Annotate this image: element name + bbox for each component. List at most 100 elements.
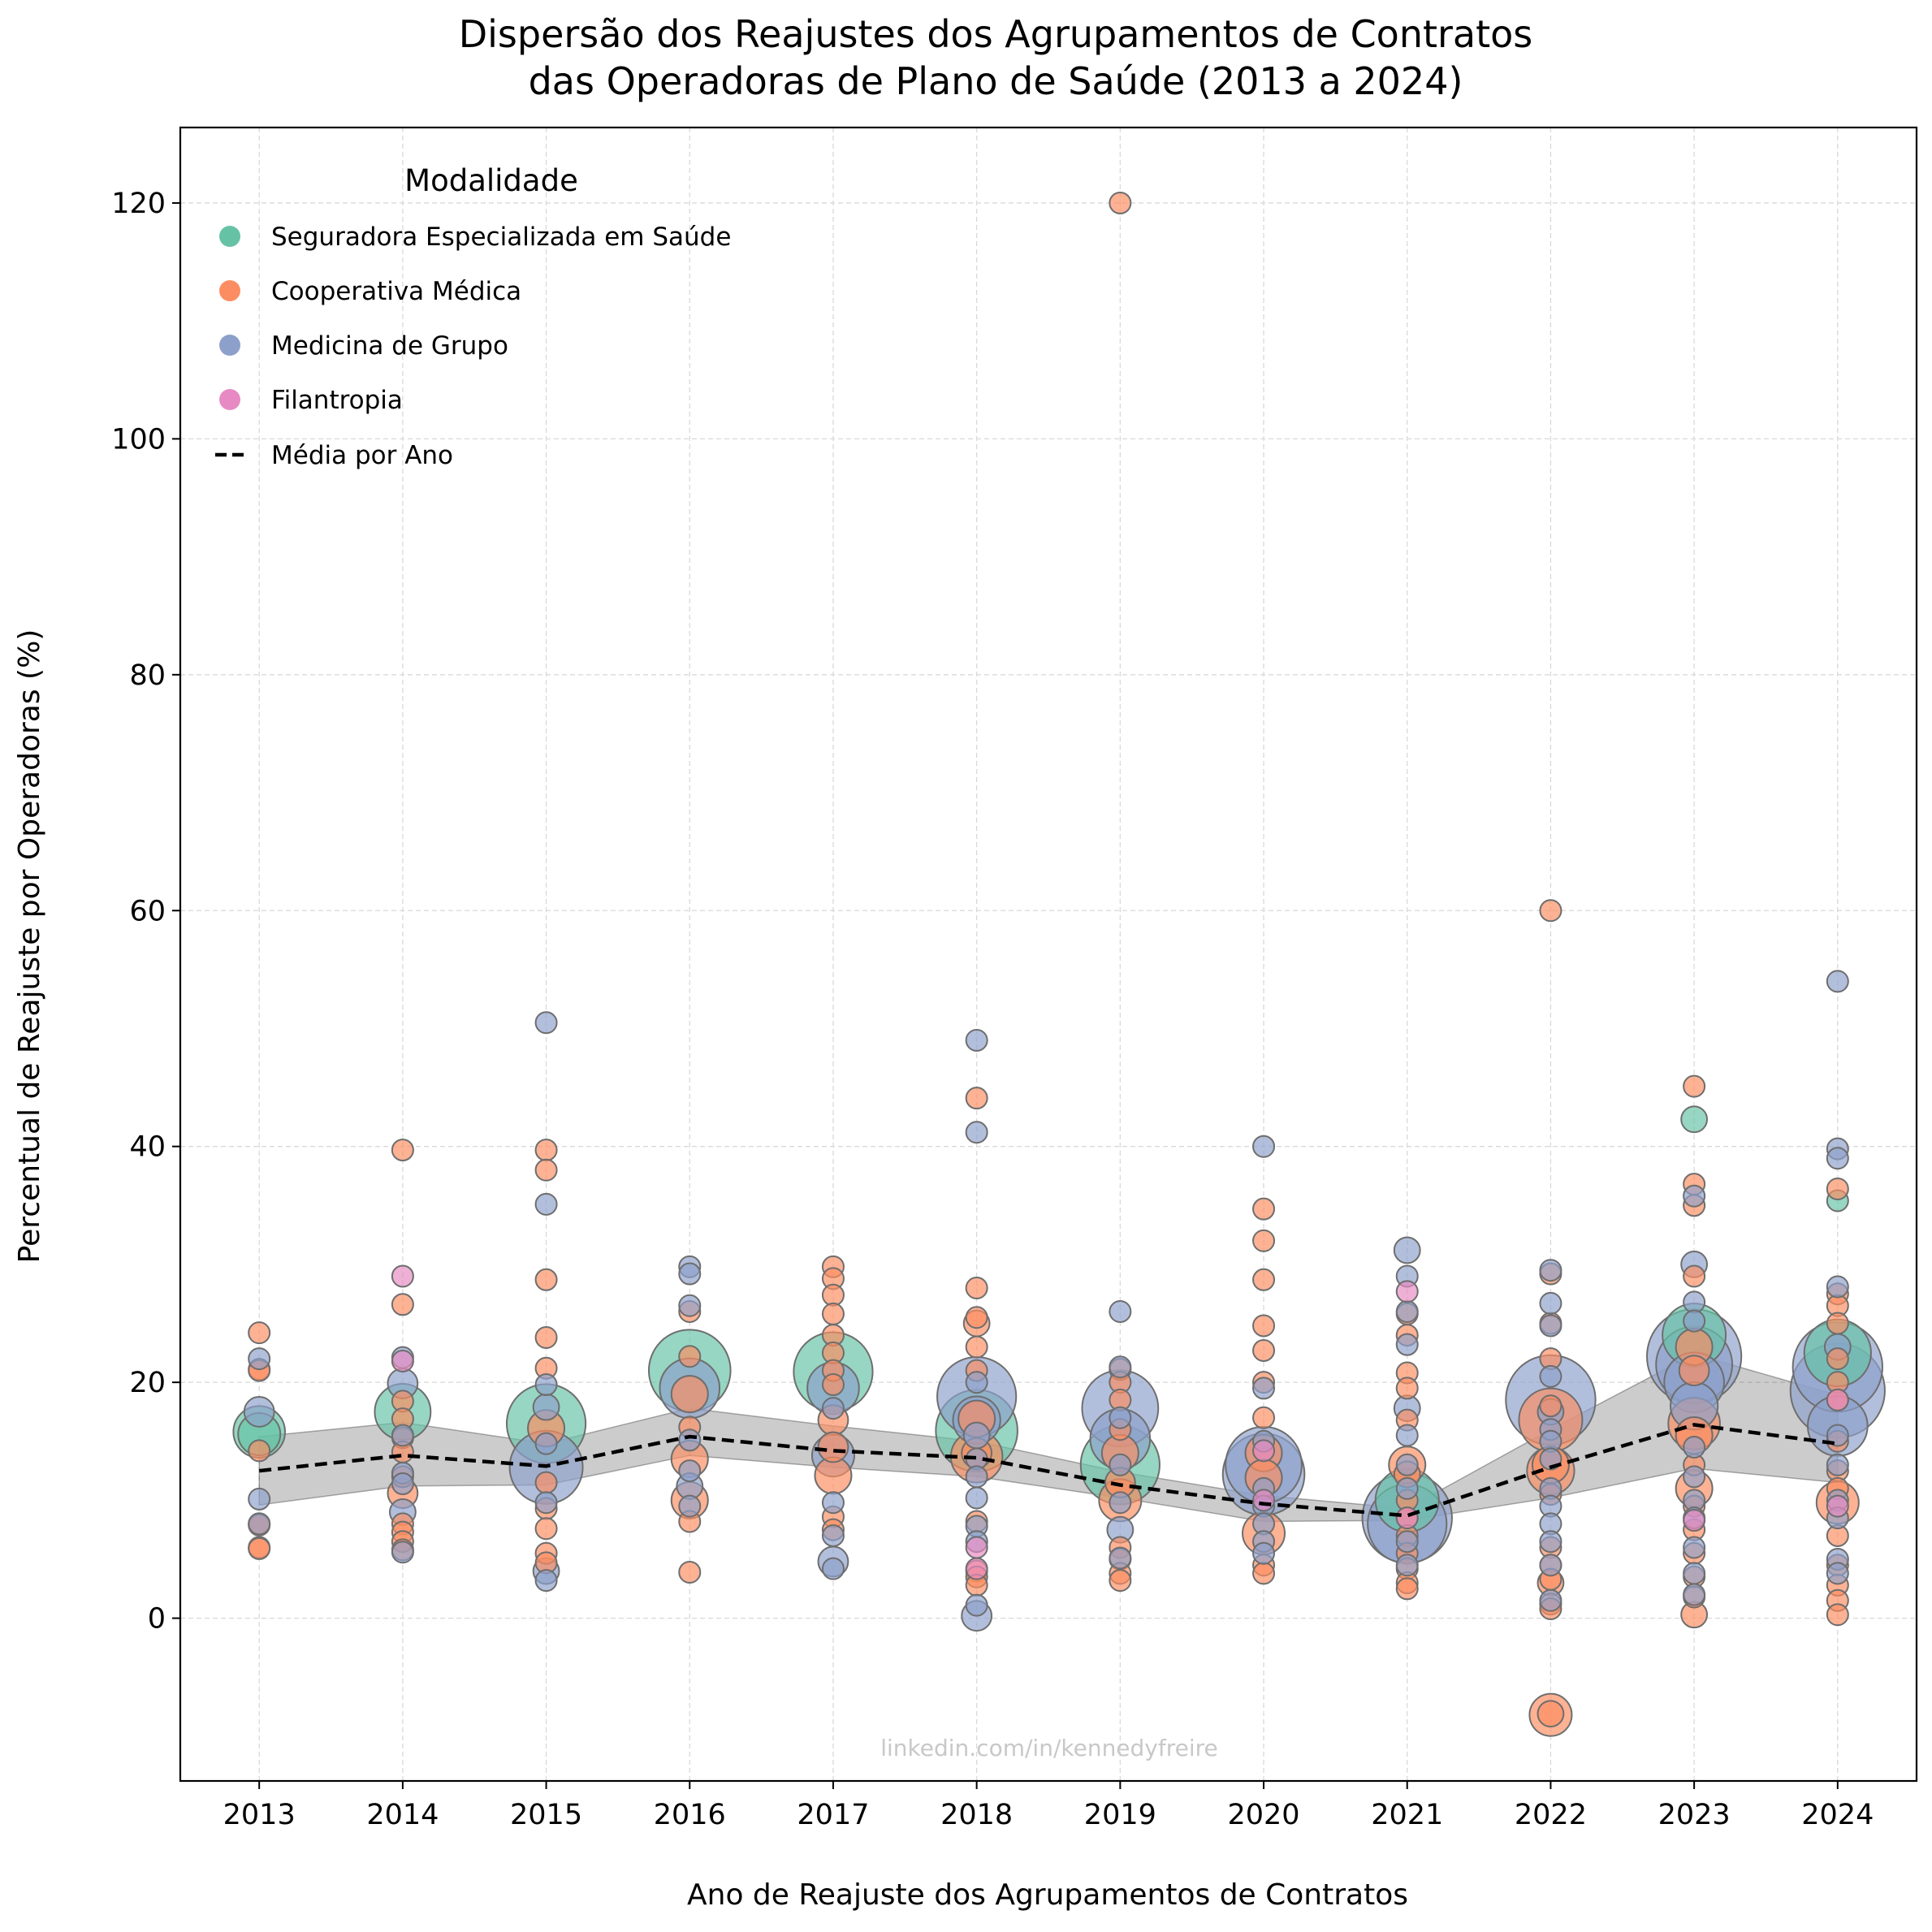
- point-coop: [1395, 1577, 1419, 1601]
- point-med: [391, 1424, 414, 1447]
- watermark: linkedin.com/in/kennedyfreire: [880, 1735, 1218, 1761]
- legend-label-cooperativa: Cooperativa Médica: [271, 277, 521, 306]
- point-fil: [391, 1350, 414, 1373]
- point-med: [534, 1011, 558, 1035]
- x-tick-label: 2015: [510, 1799, 582, 1831]
- point-coop: [1683, 1264, 1706, 1288]
- point-coop: [534, 1325, 558, 1349]
- point-coop: [1109, 1569, 1132, 1593]
- y-tick-label: 100: [111, 423, 166, 456]
- plot-frame: [179, 126, 1918, 1783]
- legend: Modalidade Seguradora Especializada em S…: [215, 163, 731, 470]
- point-med: [1109, 1355, 1132, 1379]
- x-tick-label: 2024: [1801, 1799, 1874, 1831]
- point-med: [1826, 970, 1849, 993]
- point-med: [1395, 1554, 1419, 1577]
- chart-title-line-2: das Operadoras de Plano de Saúde (2013 a…: [529, 59, 1463, 103]
- point-med: [1683, 1309, 1706, 1333]
- point-med: [1683, 1465, 1706, 1489]
- point-med: [1395, 1300, 1419, 1324]
- point-med: [965, 1371, 988, 1394]
- point-med: [1395, 1530, 1419, 1554]
- point-fil: [965, 1536, 988, 1559]
- point-med: [534, 1192, 558, 1216]
- x-tick-label: 2017: [797, 1799, 869, 1831]
- point-coop: [1252, 1314, 1276, 1338]
- point-med: [1395, 1333, 1419, 1356]
- point-coop: [1252, 1268, 1276, 1291]
- x-tick-label: 2022: [1515, 1799, 1587, 1831]
- point-med: [1395, 1453, 1419, 1476]
- point-med: [965, 1121, 988, 1144]
- point-coop: [965, 1306, 988, 1329]
- point-coop: [1395, 1377, 1419, 1400]
- point-med: [1826, 1453, 1849, 1476]
- point-med: [1539, 1588, 1562, 1612]
- point-med: [248, 1487, 271, 1511]
- legend-marker-medicina: [219, 335, 240, 356]
- point-fil: [1826, 1494, 1849, 1518]
- point-med: [1109, 1546, 1132, 1570]
- scatter-points: [232, 191, 1886, 1737]
- legend-title: Modalidade: [404, 163, 578, 198]
- point-fil: [1826, 1388, 1849, 1411]
- point-med: [1539, 1314, 1562, 1338]
- point-coop: [678, 1560, 702, 1584]
- legend-label-medicina: Medicina de Grupo: [271, 331, 508, 361]
- point-coop: [678, 1345, 702, 1368]
- point-med: [1539, 1259, 1562, 1282]
- y-axis-label: Percentual de Reajuste por Operadoras (%…: [13, 629, 46, 1264]
- point-med: [1252, 1135, 1276, 1158]
- legend-label-filantropia: Filantropia: [271, 386, 403, 415]
- point-coop: [821, 1302, 845, 1325]
- point-fil: [1395, 1280, 1419, 1303]
- point-coop: [534, 1517, 558, 1541]
- point-coop: [1109, 191, 1132, 214]
- point-med: [391, 1472, 414, 1496]
- axis-ticks: 2013 2014 2015 2016 2017 2018 2019 2020 2021 2022…: [111, 188, 1874, 1831]
- point-coop: [248, 1439, 271, 1463]
- point-med: [1395, 1476, 1419, 1500]
- point-coop: [1252, 1562, 1276, 1585]
- point-coop: [817, 1431, 849, 1463]
- point-med: [1393, 1236, 1421, 1264]
- chart-title-line-1: Dispersão dos Reajustes dos Agrupamentos…: [459, 12, 1533, 56]
- point-med: [1683, 1290, 1706, 1314]
- point-fil: [965, 1557, 988, 1580]
- point-med: [821, 1557, 845, 1580]
- point-med: [962, 1421, 991, 1450]
- point-med: [532, 1393, 560, 1421]
- point-coop: [965, 1276, 988, 1299]
- point-med: [1683, 1536, 1706, 1559]
- point-med: [1826, 1424, 1849, 1447]
- grid: [180, 128, 1917, 1781]
- point-coop: [534, 1158, 558, 1182]
- point-coop: [1537, 1700, 1565, 1728]
- y-tick-label: 120: [111, 188, 166, 220]
- point-coop: [534, 1471, 558, 1494]
- point-med: [1539, 1530, 1562, 1554]
- point-med: [534, 1373, 558, 1397]
- point-coop: [1252, 1406, 1276, 1429]
- point-fil: [391, 1264, 414, 1288]
- point-med: [965, 1486, 988, 1510]
- legend-marker-filantropia: [219, 389, 240, 410]
- point-coop: [391, 1293, 414, 1316]
- x-tick-label: 2016: [654, 1799, 726, 1831]
- point-med: [1539, 1554, 1562, 1577]
- y-tick-label: 80: [129, 659, 166, 692]
- point-med: [821, 1397, 845, 1420]
- point-med: [1109, 1491, 1132, 1515]
- point-coop: [1826, 1312, 1849, 1335]
- point-coop: [248, 1321, 271, 1345]
- point-med: [678, 1459, 702, 1483]
- point-med: [534, 1432, 558, 1455]
- point-coop: [1678, 1355, 1710, 1387]
- point-med: [1683, 1583, 1706, 1606]
- point-med: [1252, 1541, 1276, 1565]
- point-med: [1826, 1275, 1849, 1299]
- point-med: [1539, 1291, 1562, 1315]
- point-coop: [821, 1283, 845, 1307]
- point-coop: [965, 1087, 988, 1110]
